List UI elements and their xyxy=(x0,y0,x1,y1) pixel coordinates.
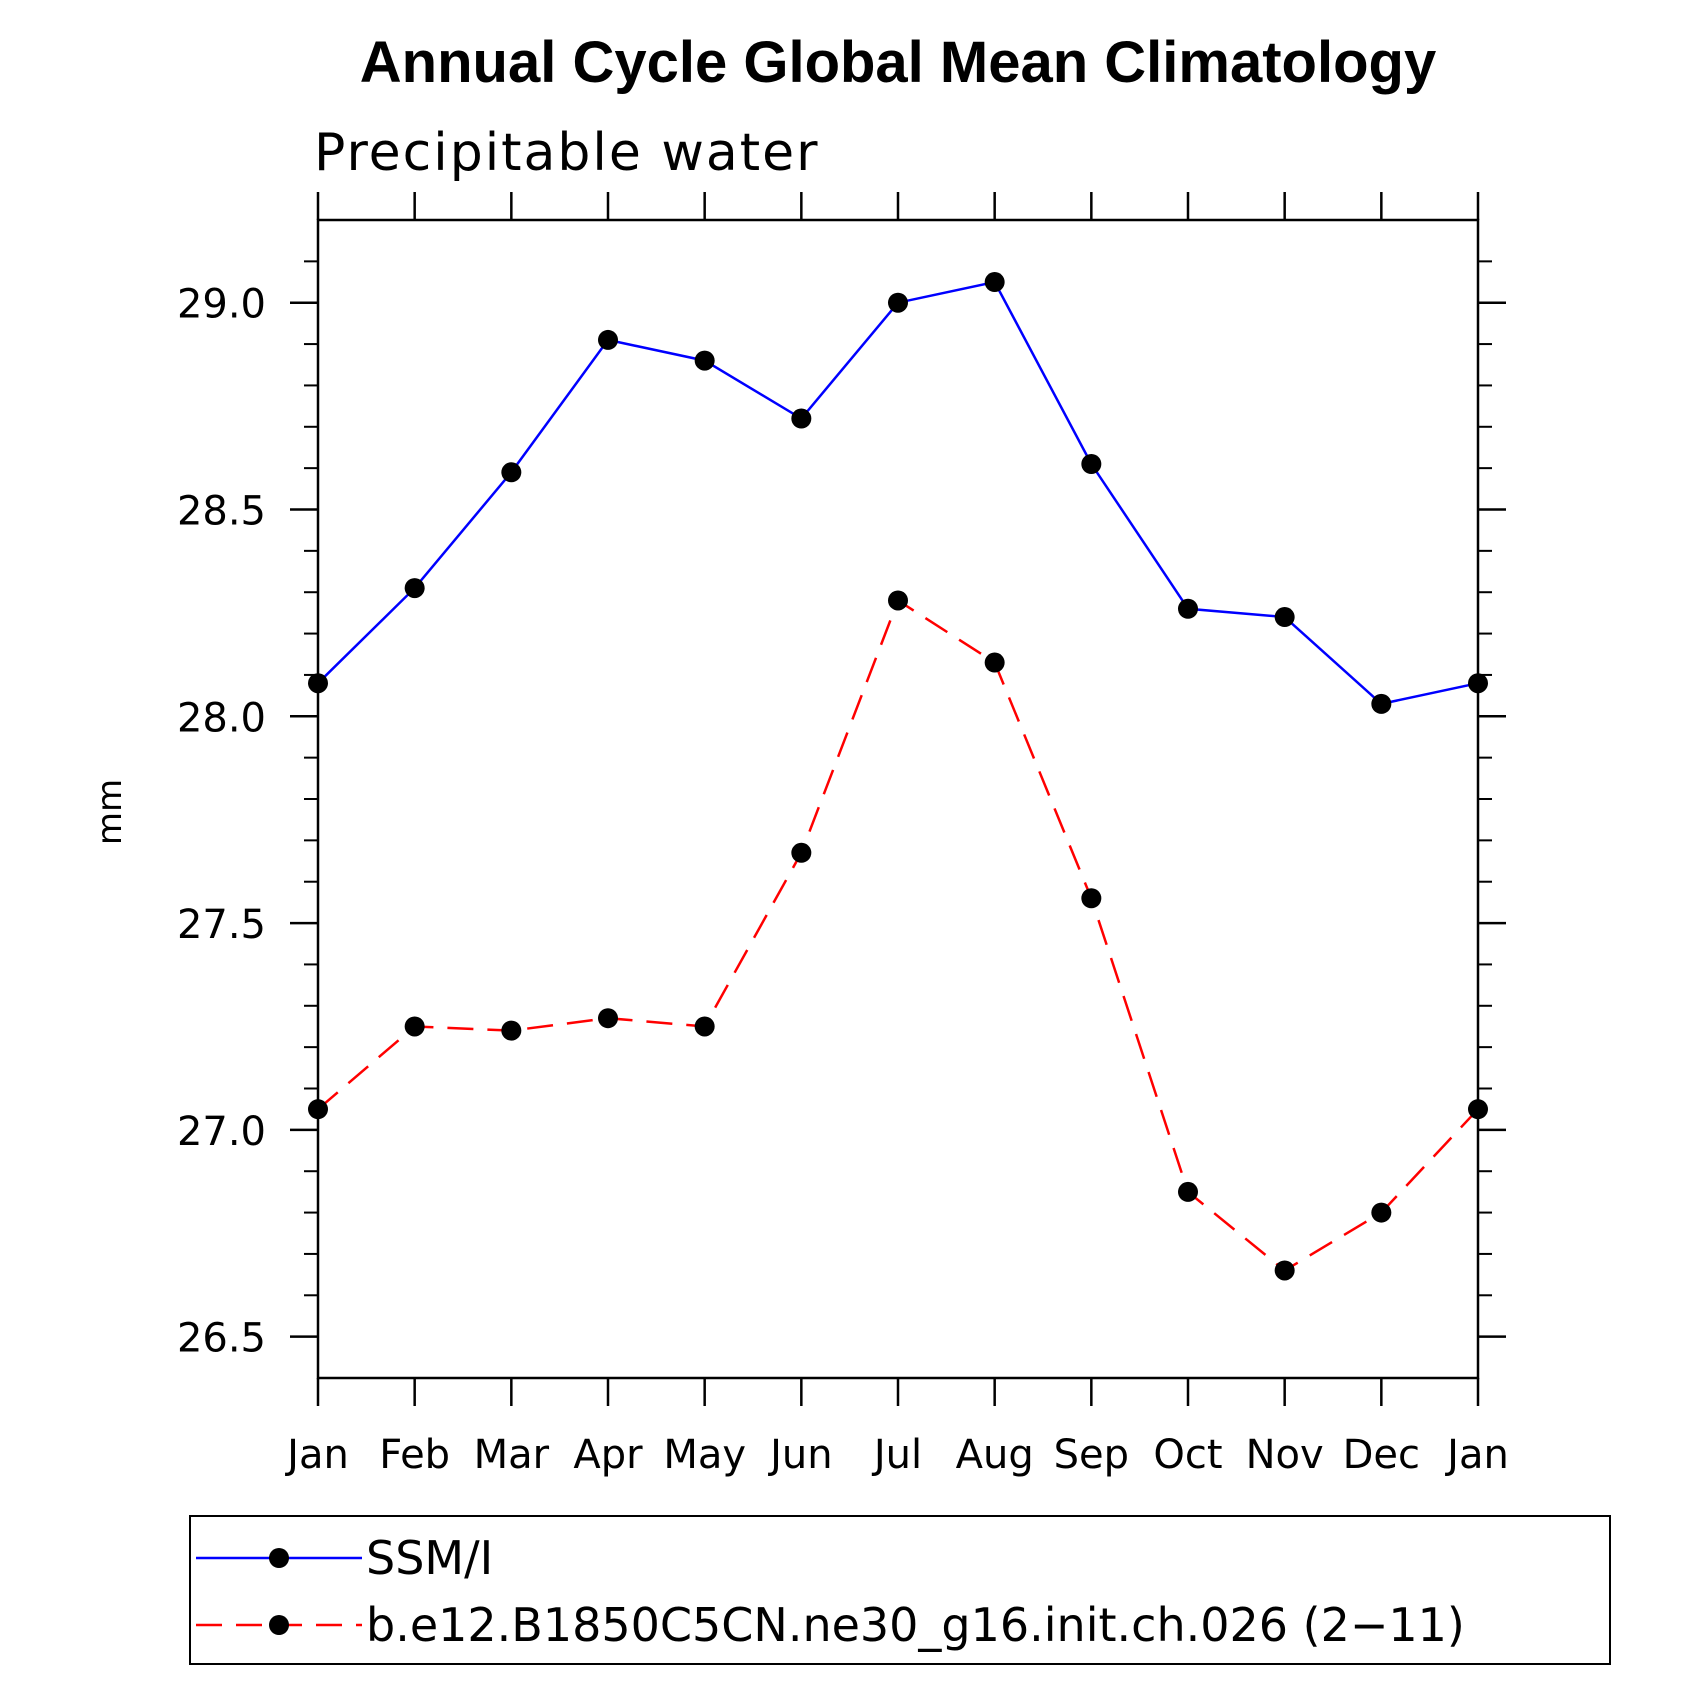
x-tick-label: Jan xyxy=(284,1432,349,1478)
series-2-point xyxy=(1081,888,1102,909)
legend-box xyxy=(189,1515,1611,1665)
series-line-1 xyxy=(317,280,1479,706)
series-1-point xyxy=(598,329,618,350)
x-tick-label: Jul xyxy=(871,1432,922,1478)
series-2-point xyxy=(308,1099,328,1120)
series-2-point xyxy=(1274,1260,1295,1281)
y-axis-label: mm xyxy=(90,779,130,845)
series-2-point xyxy=(501,1020,522,1041)
series-2-point xyxy=(791,842,812,863)
series-1-point xyxy=(1274,607,1295,628)
series-1-point xyxy=(984,272,1005,293)
x-tick-label: Apr xyxy=(573,1432,643,1478)
series-2-point xyxy=(404,1016,425,1037)
series-2-point xyxy=(1371,1202,1392,1223)
series-1-point xyxy=(888,292,908,313)
series-1-point xyxy=(1081,454,1102,475)
series-2-point xyxy=(888,590,908,611)
series-1-point xyxy=(404,578,425,599)
y-tick-label: 28.5 xyxy=(177,489,266,535)
x-tick-label: Aug xyxy=(956,1432,1034,1478)
y-tick-label: 29.0 xyxy=(177,282,266,328)
x-tick-label: Oct xyxy=(1153,1432,1222,1478)
x-tick-label: May xyxy=(663,1432,746,1478)
series-1-point xyxy=(501,462,522,483)
legend-marker-2 xyxy=(269,1615,289,1635)
series-1-point xyxy=(1178,598,1198,619)
legend-label-1: SSM/I xyxy=(366,1531,493,1585)
x-tick-label: Sep xyxy=(1054,1432,1129,1478)
x-tick-label: Dec xyxy=(1343,1432,1420,1478)
series-2-point xyxy=(694,1016,715,1037)
chart-title: Annual Cycle Global Mean Climatology xyxy=(360,30,1436,95)
plot-frame xyxy=(316,218,1480,1380)
series-2-point xyxy=(598,1008,618,1029)
y-tick-label: 27.0 xyxy=(177,1109,266,1155)
series-1-point xyxy=(308,673,328,694)
y-tick-label: 27.5 xyxy=(177,902,266,948)
plot-area: Jan Feb Mar Apr May Jun Jul Aug Sep Oct Nov Dec Jan 2… xyxy=(177,192,1509,1478)
series-1-point xyxy=(791,408,812,429)
legend-marker-1 xyxy=(269,1548,289,1568)
series-2-point xyxy=(984,652,1005,673)
x-tick-label: Nov xyxy=(1246,1432,1324,1478)
y-tick-label: 28.0 xyxy=(177,695,266,741)
x-tick-label: Jan xyxy=(1444,1432,1509,1478)
legend: SSM/I b.e12.B1850C5CN.ne30_g16.init.ch.02… xyxy=(189,1515,1611,1665)
series-1-point xyxy=(1468,673,1488,694)
series-2-point xyxy=(1468,1099,1488,1120)
chart-subtitle: Precipitable water xyxy=(314,123,820,183)
series-line-2 xyxy=(317,598,1479,1272)
x-tick-label: Feb xyxy=(379,1432,450,1478)
legend-label-2: b.e12.B1850C5CN.ne30_g16.init.ch.026 (2−… xyxy=(366,1598,1465,1652)
series-1-point xyxy=(1371,693,1392,714)
x-tick-label: Jun xyxy=(767,1432,833,1478)
series-2-point xyxy=(1178,1181,1198,1202)
y-tick-label: 26.5 xyxy=(177,1316,266,1362)
series-1-point xyxy=(694,350,715,371)
x-tick-label: Mar xyxy=(474,1432,550,1478)
